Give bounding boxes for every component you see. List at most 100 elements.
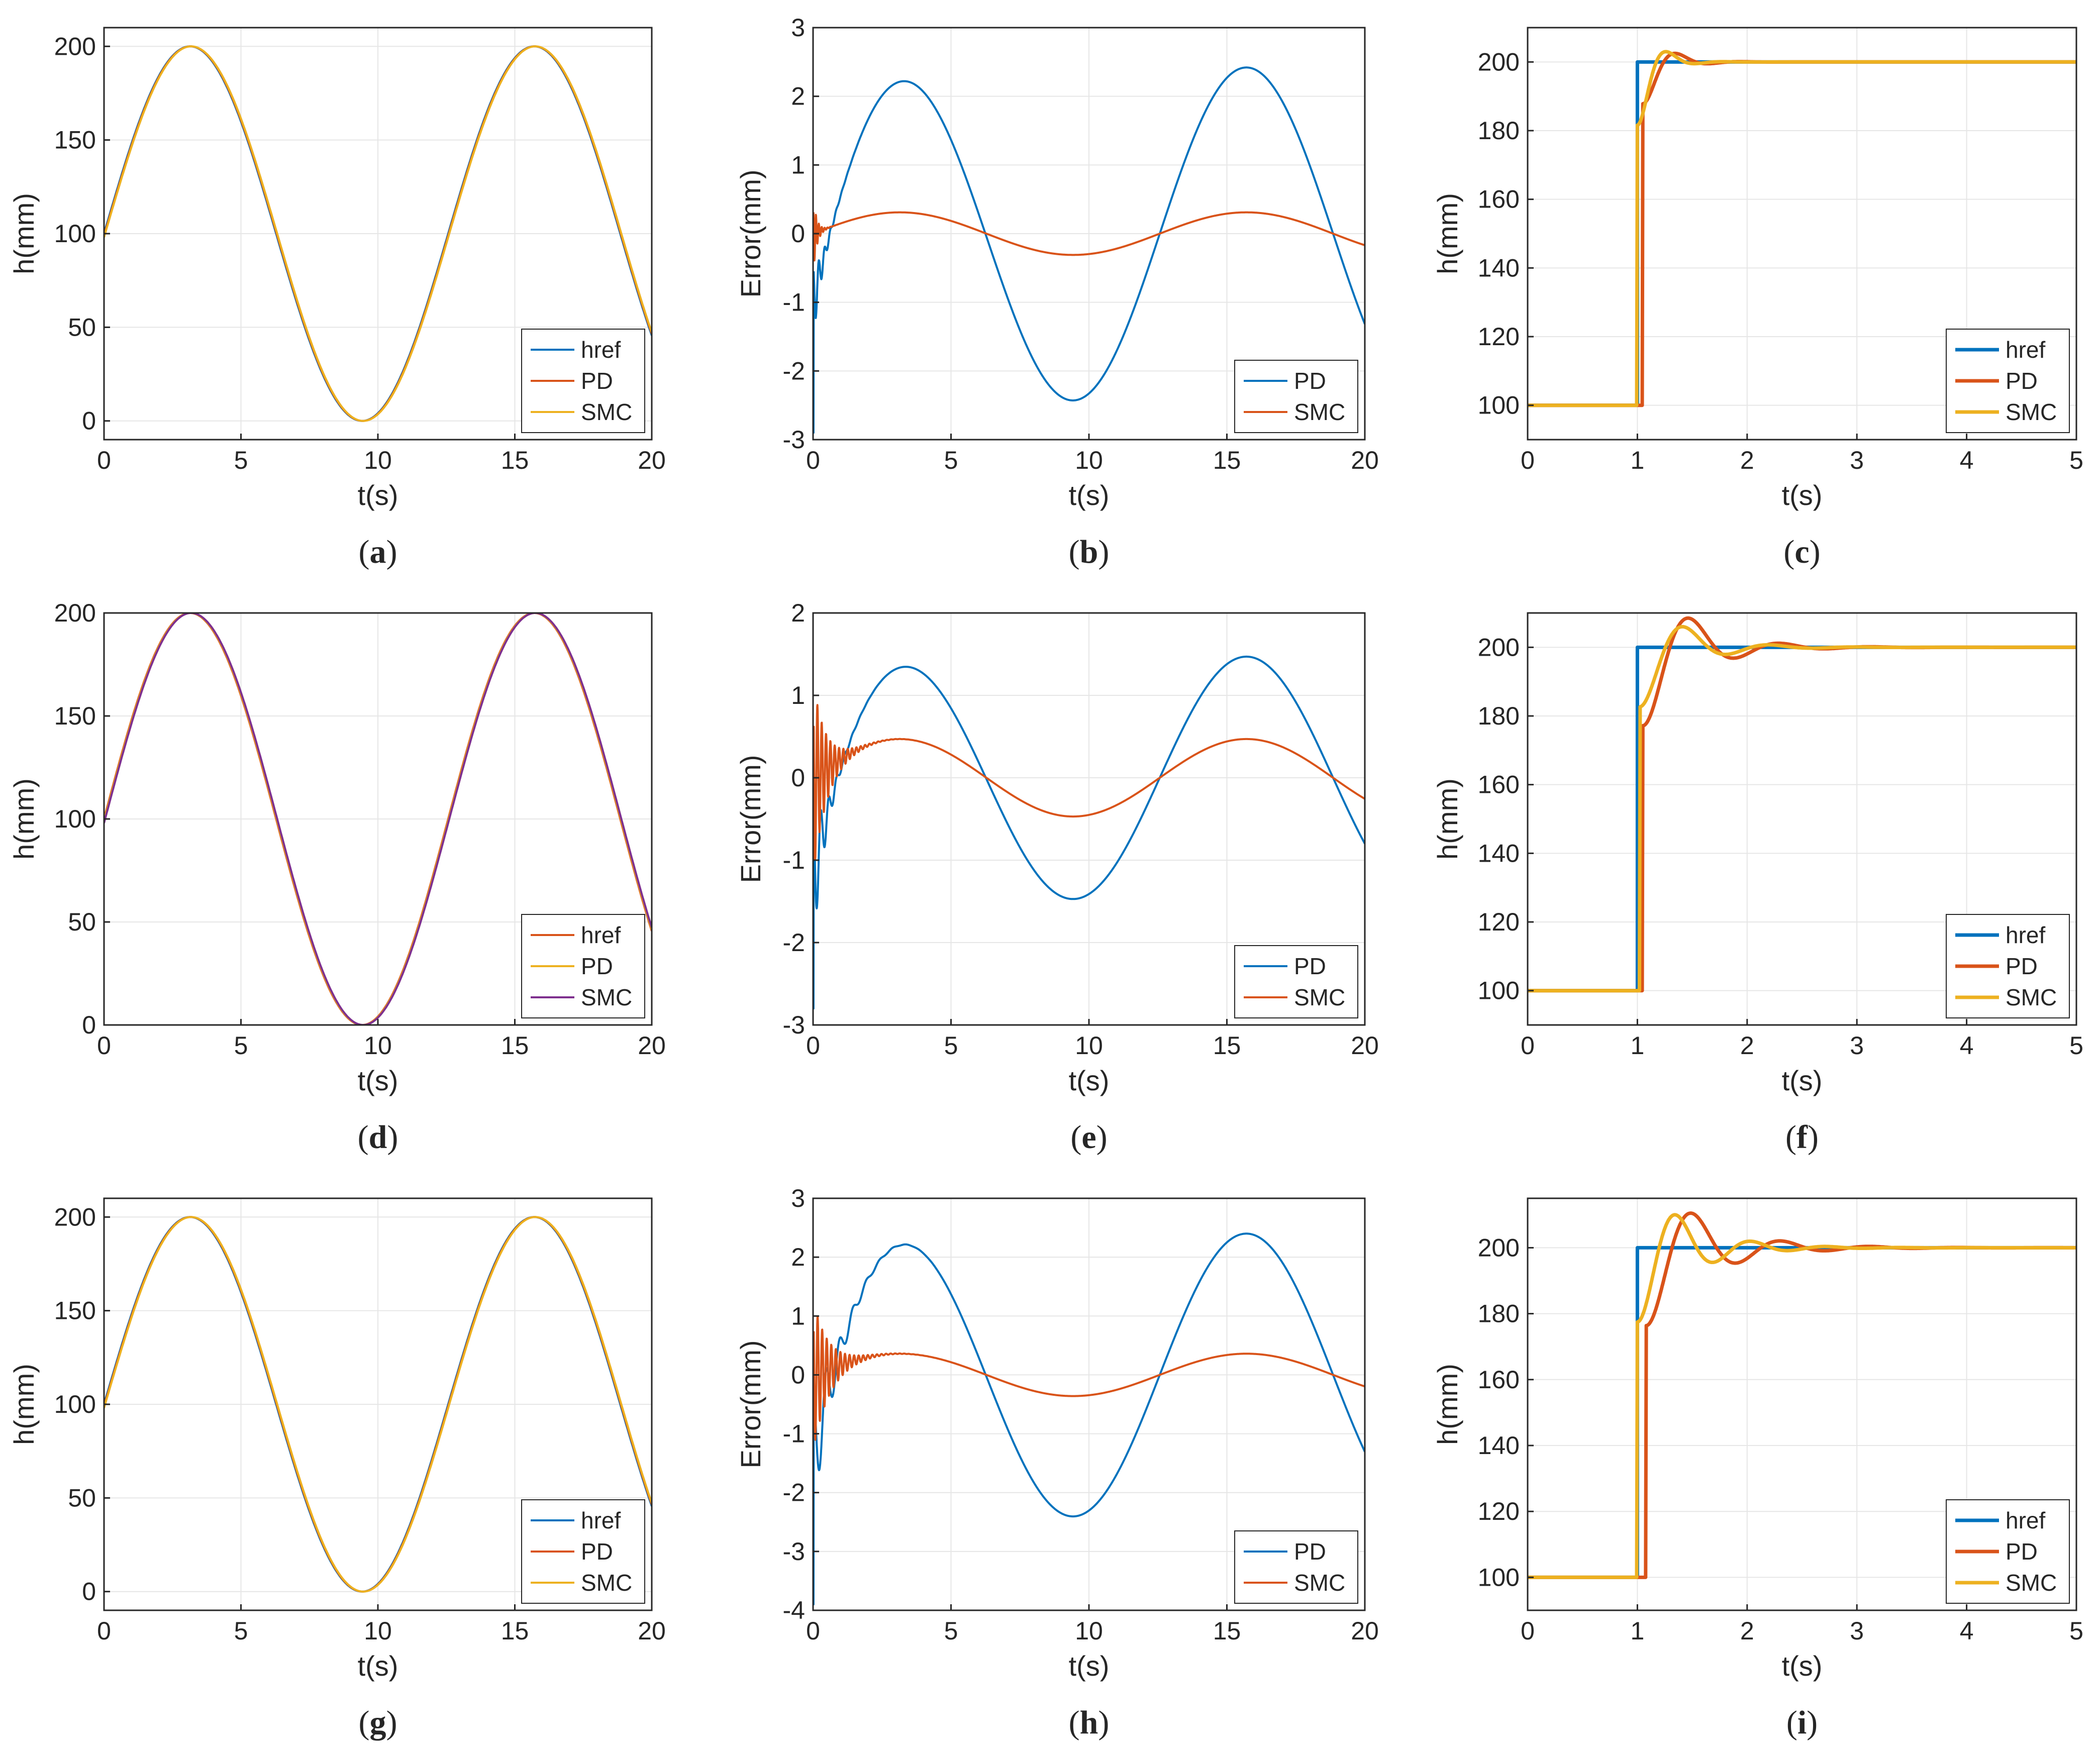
panel-caption: (c): [1783, 534, 1820, 570]
panel-caption: (a): [359, 534, 397, 570]
y-tick-label: 1: [791, 681, 805, 709]
legend-label-pd: PD: [581, 953, 613, 979]
x-axis-label: t(s): [1069, 1065, 1110, 1096]
legend-label-pd: PD: [581, 368, 613, 394]
x-tick-label: 10: [1075, 1617, 1103, 1645]
series-line-smc: [104, 1216, 652, 1593]
y-tick-label: 200: [1478, 633, 1520, 661]
x-tick-label: 5: [944, 1031, 958, 1060]
panel-caption: (d): [358, 1119, 398, 1156]
y-axis-label: h(mm): [1432, 193, 1463, 274]
x-tick-label: 10: [1075, 1031, 1103, 1060]
x-tick-label: 5: [234, 1617, 248, 1645]
y-tick-label: -2: [783, 928, 805, 957]
x-tick-label: 5: [944, 1617, 958, 1645]
chart-panel-c: 0 1 2 3 4 5 100 120 140 160 180 200 t(s) h(mm) href PD S…: [1432, 27, 2083, 570]
x-tick-label: 10: [1075, 446, 1103, 474]
legend-box: [1234, 360, 1358, 433]
x-tick-label: 4: [1960, 1031, 1974, 1060]
y-tick-label: 150: [54, 1297, 96, 1325]
legend-label-smc: SMC: [2006, 984, 2057, 1010]
y-tick-label: 0: [791, 220, 805, 248]
x-tick-label: 3: [1850, 446, 1864, 474]
x-tick-label: 15: [1213, 1617, 1241, 1645]
legend-label-smc: SMC: [2006, 1570, 2057, 1596]
panel-caption: (h): [1069, 1704, 1110, 1741]
y-tick-label: 50: [68, 313, 96, 341]
x-tick-label: 20: [1351, 446, 1379, 474]
y-tick-label: 0: [791, 1361, 805, 1389]
y-tick-label: -1: [783, 1420, 805, 1448]
legend-label-smc: SMC: [2006, 399, 2057, 425]
y-tick-label: 160: [1478, 771, 1520, 799]
chart-panel-d: 0 5 10 15 20050100150200t(s)h(mm)hrefPDSMC(d…: [8, 599, 666, 1156]
x-tick-label: 5: [2069, 1031, 2083, 1060]
x-tick-label: 2: [1740, 1617, 1754, 1645]
y-tick-label: 140: [1478, 839, 1520, 867]
plot-area: [813, 655, 1365, 1010]
x-tick-label: 20: [1351, 1617, 1379, 1645]
y-tick-label: -4: [783, 1596, 805, 1624]
x-tick-label: 20: [638, 1617, 666, 1645]
plot-area: [1528, 50, 2076, 407]
legend-label-smc: SMC: [1294, 399, 1345, 425]
x-tick-label: 10: [364, 1031, 392, 1060]
x-tick-label: 5: [2069, 446, 2083, 474]
y-tick-label: 0: [82, 1578, 96, 1606]
x-tick-label: 15: [501, 1031, 529, 1060]
plot-area: [1528, 616, 2076, 993]
y-tick-label: 100: [1478, 977, 1520, 1005]
y-tick-label: 180: [1478, 117, 1520, 145]
legend-label-pd: PD: [1294, 368, 1326, 394]
panel-caption: (i): [1786, 1704, 1818, 1741]
y-tick-label: 100: [54, 805, 96, 833]
x-tick-label: 10: [364, 1617, 392, 1645]
y-tick-label: 0: [791, 764, 805, 792]
x-tick-label: 15: [1213, 446, 1241, 474]
legend-label-smc: SMC: [581, 399, 632, 425]
x-tick-label: 0: [1521, 1617, 1535, 1645]
legend: href PD SMC: [521, 329, 645, 433]
y-tick-label: 50: [68, 908, 96, 936]
plot-area: [1528, 1211, 2076, 1579]
x-axis-label: t(s): [358, 479, 398, 511]
x-tick-label: 15: [1213, 1031, 1241, 1060]
chart-panel-a: 0 5 10 15 20050100150200t(s)h(mm)hrefPDSMC(a…: [8, 27, 666, 570]
legend-label-pd: PD: [2006, 368, 2038, 394]
legend-label-pd: PD: [581, 1538, 613, 1565]
x-tick-label: 0: [806, 446, 820, 474]
series-line-smc: [1528, 625, 2076, 993]
legend-box: [1234, 1530, 1358, 1604]
x-tick-label: 2: [1740, 446, 1754, 474]
x-tick-label: 2: [1740, 1031, 1754, 1060]
series-line-smc: [1528, 50, 2076, 407]
y-axis-label: Error(mm): [735, 1340, 766, 1468]
x-tick-label: 0: [806, 1031, 820, 1060]
y-tick-label: 1: [791, 1302, 805, 1330]
series-line-smc: [813, 704, 1365, 861]
y-tick-label: 100: [54, 220, 96, 248]
series-line-smc: [813, 1315, 1365, 1441]
y-tick-label: 100: [1478, 391, 1520, 420]
legend-label-href: href: [581, 337, 621, 363]
y-tick-label: 3: [791, 1184, 805, 1212]
legend: PD SMC: [1234, 1530, 1358, 1604]
y-tick-label: 200: [1478, 1233, 1520, 1262]
y-tick-label: 140: [1478, 1431, 1520, 1460]
legend-label-pd: PD: [1294, 1538, 1326, 1565]
chart-panel-f: 0 1 2 3 4 5 100 120 140 160 180 200 t(s) h(mm) href PD S…: [1432, 612, 2083, 1156]
axes-box: [1527, 27, 2077, 441]
legend: href PD SMC: [1946, 914, 2070, 1018]
legend-label-href: href: [2006, 922, 2045, 948]
x-tick-label: 5: [234, 446, 248, 474]
y-axis-label: h(mm): [8, 1364, 40, 1445]
x-tick-label: 15: [501, 1617, 529, 1645]
chart-panel-i: 0 1 2 3 4 5 100 120 140 160 180 200 t(s) h(mm) href PD S…: [1432, 1197, 2083, 1741]
y-tick-label: 140: [1478, 254, 1520, 282]
y-tick-label: 200: [54, 1203, 96, 1231]
x-tick-label: 0: [1521, 446, 1535, 474]
legend: PD SMC: [1234, 360, 1358, 433]
x-tick-label: 0: [1521, 1031, 1535, 1060]
y-tick-label: 160: [1478, 1366, 1520, 1394]
legend-label-pd: PD: [2006, 953, 2038, 979]
